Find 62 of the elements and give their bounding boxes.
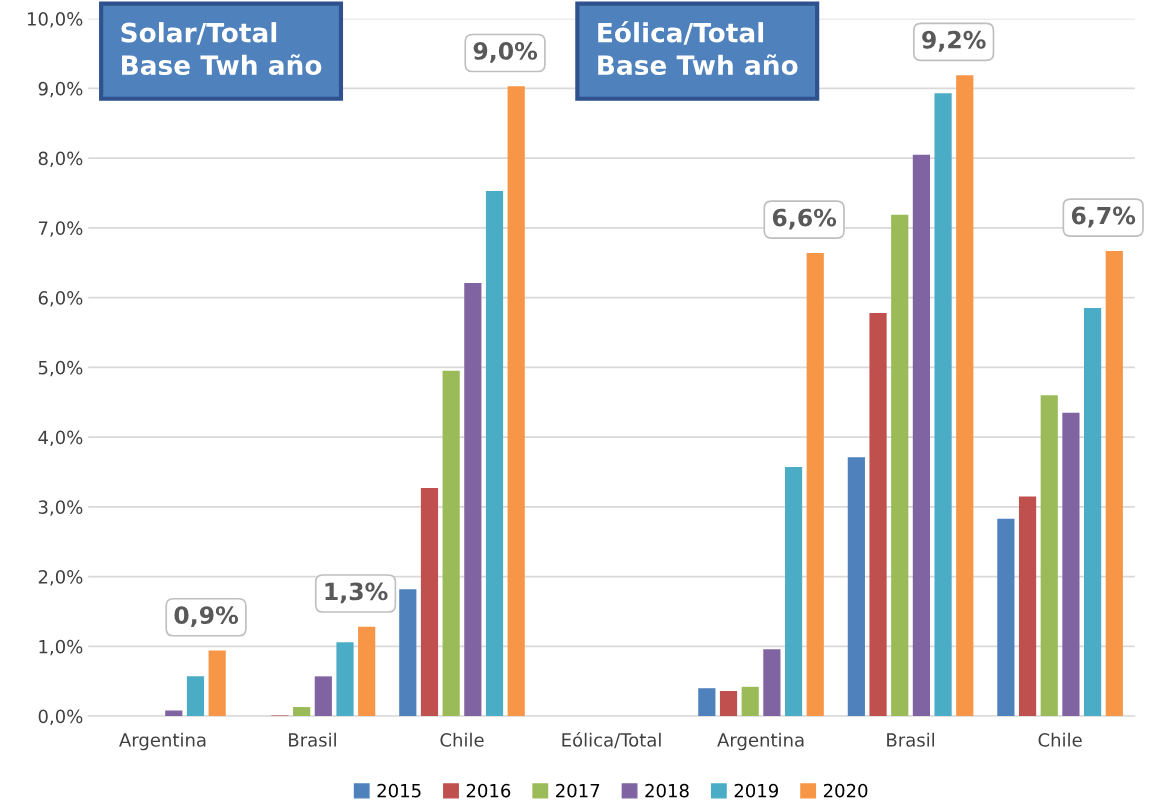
y-tick-label: 7,0% xyxy=(38,221,83,237)
y-tick-label: 10,0% xyxy=(27,12,83,28)
data-label: 1,3% xyxy=(325,582,388,604)
bar xyxy=(1018,496,1037,717)
y-tick-label: 8,0% xyxy=(38,151,83,168)
y-tick-label: 3,0% xyxy=(38,500,83,516)
bar xyxy=(507,86,525,717)
legend-label: 2015 xyxy=(377,783,421,798)
data-label: 9,0% xyxy=(473,41,538,63)
y-tick-label: 5,0% xyxy=(38,360,83,377)
x-tick-label: Brasil xyxy=(887,732,935,747)
bar xyxy=(1040,395,1058,717)
bar xyxy=(784,467,803,717)
legend-label: 2020 xyxy=(823,783,868,798)
bar xyxy=(420,488,439,717)
bar xyxy=(314,676,332,717)
y-tick-label: 9,0% xyxy=(38,81,83,98)
bar xyxy=(1084,308,1102,717)
bar xyxy=(847,457,865,717)
bar xyxy=(358,626,376,717)
bar xyxy=(997,518,1015,717)
data-label: 9,2% xyxy=(922,30,986,52)
data-label: 6,7% xyxy=(1071,206,1136,228)
bar xyxy=(763,649,781,717)
x-tick-label: Argentina xyxy=(119,732,206,751)
x-tick-label: Eólica/Total xyxy=(562,732,661,749)
y-tick-label: 2,0% xyxy=(38,570,83,586)
x-tick-label: Chile xyxy=(1038,732,1082,747)
bar xyxy=(912,154,930,717)
legend-label: 2019 xyxy=(734,783,778,798)
bar xyxy=(741,686,759,717)
annotation: Solar/Total Base Twh año xyxy=(121,22,322,76)
data-label: 6,6% xyxy=(772,208,837,230)
bar xyxy=(442,370,460,717)
y-tick-label: 6,0% xyxy=(38,291,83,307)
legend-label: 2017 xyxy=(556,783,600,798)
bar xyxy=(891,214,909,717)
x-tick-label: Brasil xyxy=(289,732,336,747)
x-tick-label: Chile xyxy=(440,732,484,747)
legend-label: 2016 xyxy=(466,783,511,798)
bar xyxy=(293,707,311,717)
bar xyxy=(336,642,354,717)
data-label: 0,9% xyxy=(174,606,239,628)
y-tick-label: 0,0% xyxy=(38,709,83,726)
y-tick-label: 1,0% xyxy=(39,639,83,656)
bar xyxy=(186,676,205,717)
bar xyxy=(934,93,952,717)
annotation: Eólica/Total Base Twh año xyxy=(598,21,798,76)
bar xyxy=(698,688,716,717)
bar xyxy=(1062,412,1080,717)
legend-label: 2018 xyxy=(645,783,689,798)
bar xyxy=(208,650,226,717)
bar xyxy=(399,589,417,717)
bar xyxy=(869,312,887,717)
bar xyxy=(719,691,738,717)
bar xyxy=(464,282,482,717)
bar xyxy=(1105,250,1123,717)
y-tick-label: 4,0% xyxy=(38,430,83,447)
bar xyxy=(485,190,504,717)
x-tick-label: Argentina xyxy=(717,732,804,751)
bar xyxy=(956,75,974,717)
bar xyxy=(806,253,824,717)
